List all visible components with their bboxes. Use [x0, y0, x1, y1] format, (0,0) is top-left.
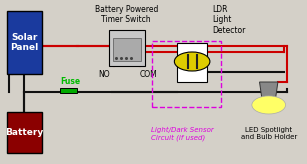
Bar [109, 30, 145, 66]
Text: Fuse: Fuse [60, 77, 80, 86]
Bar [113, 38, 141, 61]
Bar [60, 88, 77, 93]
Circle shape [252, 96, 286, 114]
Text: Battery Powered
Timer Switch: Battery Powered Timer Switch [95, 5, 158, 24]
Text: LED Spotlight
and Bulb Holder: LED Spotlight and Bulb Holder [241, 127, 297, 140]
Text: NO: NO [99, 70, 110, 79]
Text: COM: COM [139, 70, 157, 79]
Circle shape [174, 52, 210, 71]
Bar [177, 43, 208, 82]
Text: Light/Dark Sensor
Circuit (if used): Light/Dark Sensor Circuit (if used) [151, 127, 214, 141]
Bar [7, 112, 42, 153]
Bar [7, 11, 42, 74]
Text: Battery: Battery [5, 128, 44, 136]
Text: LDR
Light
Detector: LDR Light Detector [213, 5, 246, 35]
Bar [152, 41, 221, 107]
Text: Solar
Panel: Solar Panel [10, 33, 39, 52]
Polygon shape [259, 82, 278, 103]
